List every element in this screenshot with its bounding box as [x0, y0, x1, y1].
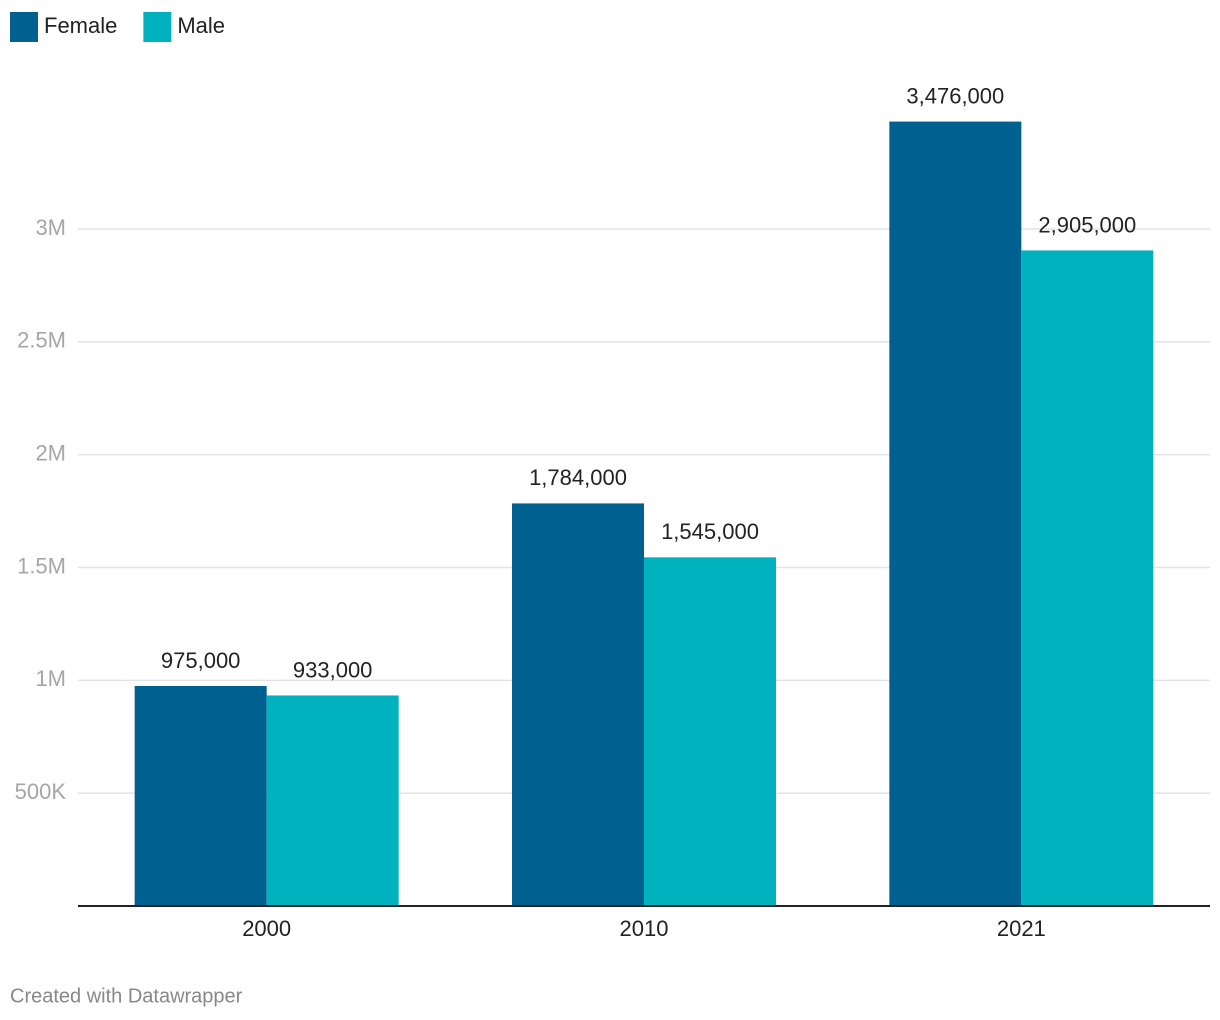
- value-label: 1,784,000: [529, 465, 627, 490]
- y-tick-label: 3M: [35, 215, 66, 240]
- bar: [134, 685, 267, 906]
- legend-swatch: [143, 12, 172, 42]
- value-label: 3,476,000: [906, 83, 1004, 108]
- x-tick-label: 2010: [620, 916, 669, 941]
- y-tick-label: 2M: [35, 440, 66, 465]
- x-tick-label: 2021: [997, 916, 1046, 941]
- bar: [644, 557, 776, 906]
- legend-swatch: [10, 12, 38, 42]
- legend-label: Male: [177, 13, 225, 38]
- value-label: 1,545,000: [661, 519, 759, 544]
- bar: [512, 503, 644, 906]
- y-tick-label: 500K: [15, 779, 67, 804]
- footer: Created with Datawrapper: [10, 985, 243, 1007]
- y-tick-label: 2.5M: [17, 328, 66, 353]
- y-tick-label: 1M: [35, 666, 66, 691]
- value-label: 933,000: [293, 657, 373, 682]
- bar: [889, 121, 1022, 907]
- x-tick-label: 2000: [242, 916, 291, 941]
- value-label: 975,000: [161, 648, 241, 673]
- legend-label: Female: [44, 13, 117, 38]
- value-label: 2,905,000: [1038, 212, 1136, 237]
- bar: [266, 695, 399, 906]
- y-tick-label: 1.5M: [17, 553, 66, 578]
- bar: [1021, 250, 1154, 906]
